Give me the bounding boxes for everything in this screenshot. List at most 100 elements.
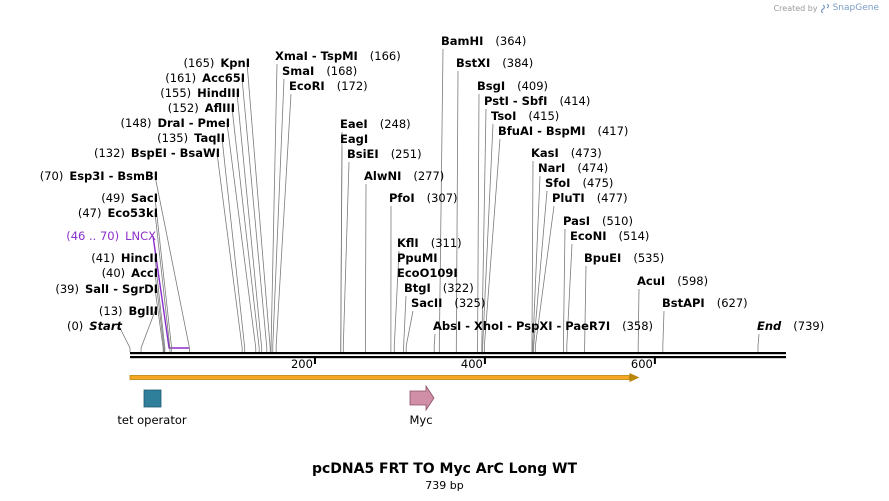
cut-site-acui-leader xyxy=(637,288,640,352)
cut-site-bsiei: BsiEI (251) xyxy=(347,147,422,161)
cut-site-hincii-leader xyxy=(154,257,166,352)
axis-tick-label-600: 600 xyxy=(631,357,653,371)
cut-site-sfoi-leader xyxy=(533,190,548,352)
cut-site-bsgi-leader xyxy=(477,93,480,352)
cut-site-eco53ki: (47) Eco53kI xyxy=(78,206,158,220)
cut-site-acui-position: (598) xyxy=(677,274,708,288)
cut-site-ecori-label: EcoRI xyxy=(289,79,325,93)
cut-site-pluti-leader xyxy=(534,205,555,352)
cut-site-hincii-label: HincII xyxy=(121,251,158,265)
cut-site-bsiei-position: (251) xyxy=(391,147,422,161)
cut-site-bstapi-position: (627) xyxy=(717,296,748,310)
cut-site-bsiei-label: BsiEI xyxy=(347,147,379,161)
cut-site-bpuei-leader xyxy=(584,265,587,352)
feature-track: tet operator Myc xyxy=(117,373,640,427)
cut-site-bsgi: BsgI (409) xyxy=(477,79,548,93)
cut-site-bpuei: BpuEI (535) xyxy=(584,251,664,265)
cut-site-eco53ki-position: (47) xyxy=(78,206,102,220)
cut-site-pasi-position: (510) xyxy=(602,214,633,228)
cut-site-kpni-leader xyxy=(246,62,271,352)
cut-site-alwni-leader xyxy=(364,183,367,352)
cut-site-ppumi-alt-label: PpuMI xyxy=(397,251,438,265)
cut-site-esp3i-bsmbi-position: (70) xyxy=(40,169,64,183)
cut-site-bstxi-position: (384) xyxy=(502,56,533,70)
cut-site-kasi-leader xyxy=(531,160,534,352)
cut-site-bglii-leader xyxy=(140,310,156,352)
cut-site-acui-label: AcuI xyxy=(637,274,665,288)
cut-site-btgi-position: (322) xyxy=(443,281,474,295)
cut-site-bamhi: BamHI (364) xyxy=(441,34,526,48)
cut-site-econi: EcoNI (514) xyxy=(570,229,649,243)
cut-site-kasi-position: (473) xyxy=(571,146,602,160)
cut-site-bglii-position: (13) xyxy=(99,304,123,318)
cut-site-drai-pmei-leader xyxy=(226,122,257,352)
cut-site-bspei-bsawi-position: (132) xyxy=(94,146,125,160)
cut-site-saci: (49) SacI xyxy=(101,191,158,205)
cut-site-btgi-leader xyxy=(403,295,407,352)
cut-site-pasi: PasI (510) xyxy=(563,214,633,228)
cut-site-pfoi-label: PfoI xyxy=(389,191,415,205)
cut-site-absi-xhoi-pspxi-paer7i-position: (358) xyxy=(622,319,653,333)
cut-site-sali-sgrdi-label: SalI - SgrDI xyxy=(85,282,158,296)
snapgene-credit: Created by SnapGene xyxy=(774,3,879,13)
cut-site-tsoi-label: TsoI xyxy=(491,109,516,123)
cut-site-saci-leader xyxy=(154,197,173,352)
cut-site-bpuei-position: (535) xyxy=(633,251,664,265)
cut-site-absi-xhoi-pspxi-paer7i-label: AbsI - XhoI - PspXI - PaeR7I xyxy=(433,319,610,333)
cut-site-bstxi: BstXI (384) xyxy=(456,56,533,70)
orf-arrow-body xyxy=(129,375,630,380)
cut-site-end-leader xyxy=(757,333,760,352)
cut-site-pfoi-position: (307) xyxy=(427,191,458,205)
axis-tick-200 xyxy=(313,356,316,364)
cut-site-afliii-leader xyxy=(231,107,260,352)
cut-site-tsoi-position: (415) xyxy=(528,109,559,123)
cut-site-esp3i-bsmbi-label: Esp3I - BsmBI xyxy=(69,169,158,183)
cut-site-hindiii-leader xyxy=(236,92,263,352)
cut-site-start-leader xyxy=(118,325,131,352)
cut-site-bfuai-bspmi-label: BfuAI - BspMI xyxy=(498,124,585,138)
cut-site-xmai-tspmi-position: (166) xyxy=(370,49,401,63)
cut-site-btgi-label: BtgI xyxy=(404,281,431,295)
cut-site-absi-xhoi-pspxi-paer7i-leader xyxy=(433,333,436,352)
cut-site-alwni: AlwNI (277) xyxy=(364,169,444,183)
cut-site-sacii-leader xyxy=(405,310,414,352)
cut-site-afliii-label: AflIII xyxy=(205,101,235,115)
cut-site-lncx-label: LNCX xyxy=(125,229,156,243)
cut-site-kfli-label: KflI xyxy=(397,236,419,250)
cut-site-bspei-bsawi: (132) BspEI - BsaWI xyxy=(94,146,220,160)
cut-site-sacii-position: (325) xyxy=(454,296,485,310)
cut-site-hindiii: (155) HindIII xyxy=(160,86,240,100)
cut-site-smai-label: SmaI xyxy=(282,64,314,78)
cut-site-taqii: (135) TaqII xyxy=(157,131,225,145)
cut-site-xmai-tspmi-label: XmaI - TspMI xyxy=(275,49,358,63)
cut-site-bstxi-leader xyxy=(455,70,459,352)
cut-site-eaei-label: EaeI xyxy=(340,117,368,131)
backbone-bottom-strand xyxy=(130,356,786,359)
cut-site-saci-label: SacI xyxy=(131,191,158,205)
cut-site-econi-position: (514) xyxy=(618,229,649,243)
cut-site-acci: (40) AccI xyxy=(102,266,158,280)
sequence-length: 739 bp xyxy=(425,479,464,492)
backbone-top-strand xyxy=(130,352,786,355)
cut-site-pluti-label: PluTI xyxy=(552,191,585,205)
cut-site-bpuei-label: BpuEI xyxy=(584,251,621,265)
cut-site-afliii-position: (152) xyxy=(168,101,199,115)
cut-site-acc65i-leader xyxy=(241,77,268,352)
cut-site-nari: NarI (474) xyxy=(538,161,608,175)
cut-site-bamhi-position: (364) xyxy=(495,34,526,48)
cut-site-labels: (0) Start(13) BglII (39) SalI - SgrDI (40) Acc… xyxy=(40,34,824,333)
axis-tick-600 xyxy=(653,356,656,364)
cut-site-pluti-position: (477) xyxy=(597,191,628,205)
cut-site-psti-sbfi-label: PstI - SbfI xyxy=(484,94,547,108)
feature-myc-arrow xyxy=(409,384,435,412)
cut-site-bsgi-label: BsgI xyxy=(477,79,505,93)
cut-site-smai: SmaI (168) xyxy=(282,64,357,78)
cut-site-psti-sbfi: PstI - SbfI (414) xyxy=(484,94,590,108)
cut-site-eco53ki-label: Eco53kI xyxy=(107,206,158,220)
cut-site-start: (0) Start xyxy=(67,319,123,333)
cut-site-psti-sbfi-position: (414) xyxy=(559,94,590,108)
cut-site-lncx: (46 .. 70) LNCX xyxy=(66,229,156,243)
cut-site-kpni-label: KpnI xyxy=(220,56,250,70)
cut-site-tsoi-leader xyxy=(482,123,494,352)
cut-site-ecori: EcoRI (172) xyxy=(289,79,368,93)
